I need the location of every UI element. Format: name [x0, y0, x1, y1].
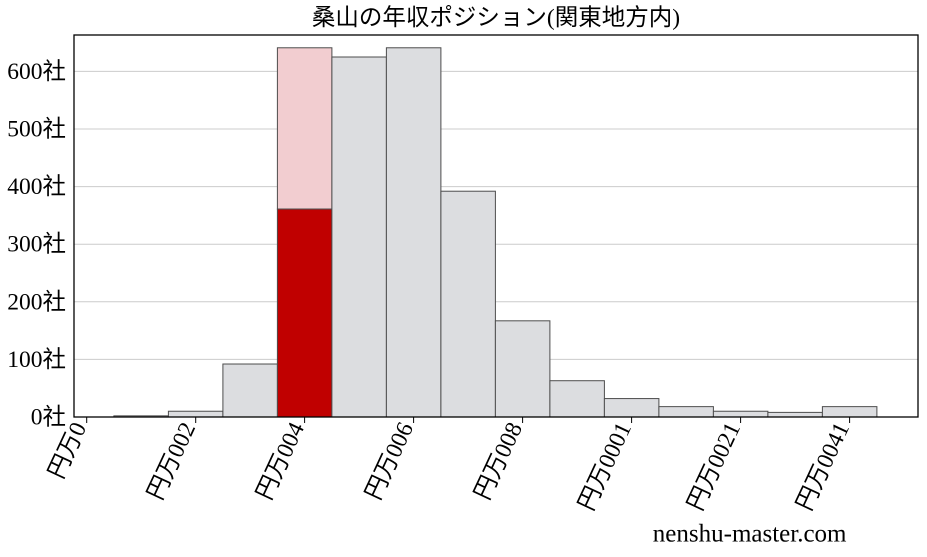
- svg-text:円万0001: 円万0001: [574, 419, 637, 515]
- svg-text:nenshu-master.com: nenshu-master.com: [653, 521, 847, 548]
- svg-text:400社: 400社: [7, 173, 66, 200]
- svg-text:桑山の年収ポジション(関東地方内): 桑山の年収ポジション(関東地方内): [312, 4, 680, 31]
- svg-text:500社: 500社: [7, 116, 66, 143]
- svg-text:200社: 200社: [7, 288, 66, 315]
- svg-text:円万0021: 円万0021: [683, 419, 746, 515]
- svg-text:100社: 100社: [7, 346, 66, 373]
- svg-text:300社: 300社: [7, 231, 66, 258]
- svg-text:円万002: 円万002: [143, 419, 201, 505]
- svg-text:円万0041: 円万0041: [792, 419, 855, 515]
- svg-text:円万008: 円万008: [470, 419, 528, 505]
- svg-text:円万006: 円万006: [361, 418, 419, 504]
- svg-text:0社: 0社: [31, 404, 66, 431]
- svg-text:600社: 600社: [7, 58, 66, 85]
- svg-text:円万004: 円万004: [252, 418, 310, 504]
